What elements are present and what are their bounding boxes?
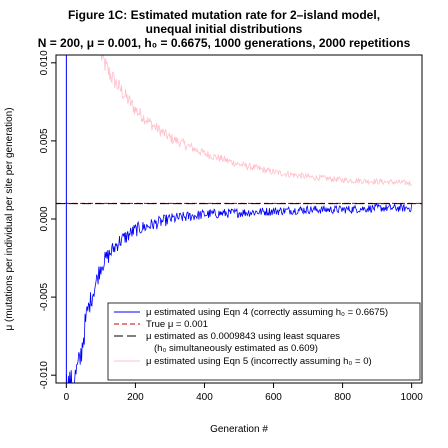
y-tick-label: 0.010 [39, 50, 50, 75]
legend-label: μ estimated using Eqn 4 (correctly assum… [146, 307, 388, 318]
legend-label: (h₀ simultaneously estimated as 0.609) [154, 343, 318, 354]
legend-label: μ estimated as 0.0009843 using least squ… [146, 331, 340, 342]
y-axis-label: μ (mutations per individual per site per… [4, 107, 15, 330]
x-tick-label: 800 [334, 392, 351, 403]
x-tick-label: 400 [196, 392, 213, 403]
x-tick-label: 1000 [401, 392, 424, 403]
legend-box [107, 302, 421, 381]
y-tick-label: -0.005 [39, 282, 50, 311]
legend-label: μ estimated using Eqn 5 (incorrectly ass… [146, 356, 372, 367]
x-axis-label: Generation # [210, 424, 268, 435]
x-tick-label: 600 [265, 392, 282, 403]
legend-label: True μ = 0.001 [146, 319, 208, 330]
chart-subtitle: N = 200, μ = 0.001, h₀ = 0.6675, 1000 ge… [37, 36, 411, 50]
series-line-0 [66, 203, 412, 383]
legend: μ estimated using Eqn 4 (correctly assum… [107, 302, 421, 381]
chart-title-line2: unequal initial distributions [145, 22, 303, 36]
y-tick-label: 0.005 [39, 128, 50, 153]
y-tick-label: 0.000 [39, 206, 50, 231]
x-tick-label: 200 [127, 392, 144, 403]
y-tick-label: -0.010 [39, 361, 50, 390]
series-line-3 [100, 55, 412, 187]
chart-title-line1: Figure 1C: Estimated mutation rate for 2… [67, 8, 381, 22]
x-tick-label: 0 [64, 392, 70, 403]
